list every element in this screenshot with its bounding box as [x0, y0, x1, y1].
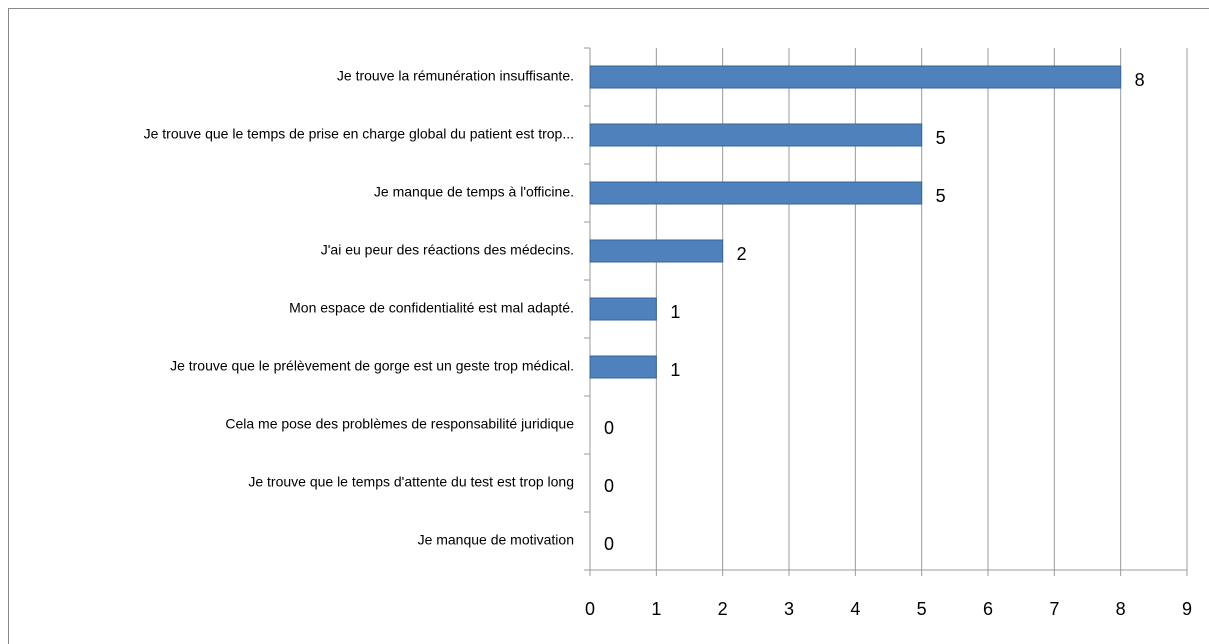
y-tick-label: Je manque de motivation [418, 532, 574, 548]
x-tick-label: 9 [1182, 599, 1192, 619]
bar [589, 123, 923, 147]
data-label: 8 [1135, 70, 1145, 90]
y-tick-label: Cela me pose des problèmes de responsabi… [225, 416, 574, 432]
data-label: 5 [936, 186, 946, 206]
x-tick-label: 4 [850, 599, 860, 619]
data-label: 0 [604, 476, 614, 496]
data-label: 0 [604, 418, 614, 438]
x-tick-label: 6 [983, 599, 993, 619]
y-tick-label: Je trouve la rémunération insuffisante. [337, 68, 574, 84]
chart-frame [8, 8, 1209, 644]
bar [589, 239, 724, 263]
x-tick-label: 3 [784, 599, 794, 619]
y-tick-label: J'ai eu peur des réactions des médecins. [321, 242, 574, 258]
data-label: 1 [670, 302, 680, 322]
x-tick-label: 0 [585, 599, 595, 619]
x-tick-label: 2 [718, 599, 728, 619]
data-label: 2 [737, 244, 747, 264]
bar [589, 181, 923, 205]
x-tick-label: 7 [1049, 599, 1059, 619]
x-tick-label: 8 [1116, 599, 1126, 619]
y-tick-label: Je manque de temps à l'officine. [374, 184, 574, 200]
data-label: 5 [936, 128, 946, 148]
data-label: 0 [604, 534, 614, 554]
x-tick-label: 1 [651, 599, 661, 619]
bar [589, 355, 657, 379]
bar [589, 65, 1122, 89]
data-label: 1 [670, 360, 680, 380]
y-tick-label: Je trouve que le temps de prise en charg… [144, 126, 574, 142]
x-tick-label: 5 [917, 599, 927, 619]
bar [589, 297, 657, 321]
y-tick-label: Mon espace de confidentialité est mal ad… [289, 300, 574, 316]
y-tick-label: Je trouve que le prélèvement de gorge es… [170, 358, 574, 374]
y-tick-label: Je trouve que le temps d'attente du test… [248, 474, 574, 490]
